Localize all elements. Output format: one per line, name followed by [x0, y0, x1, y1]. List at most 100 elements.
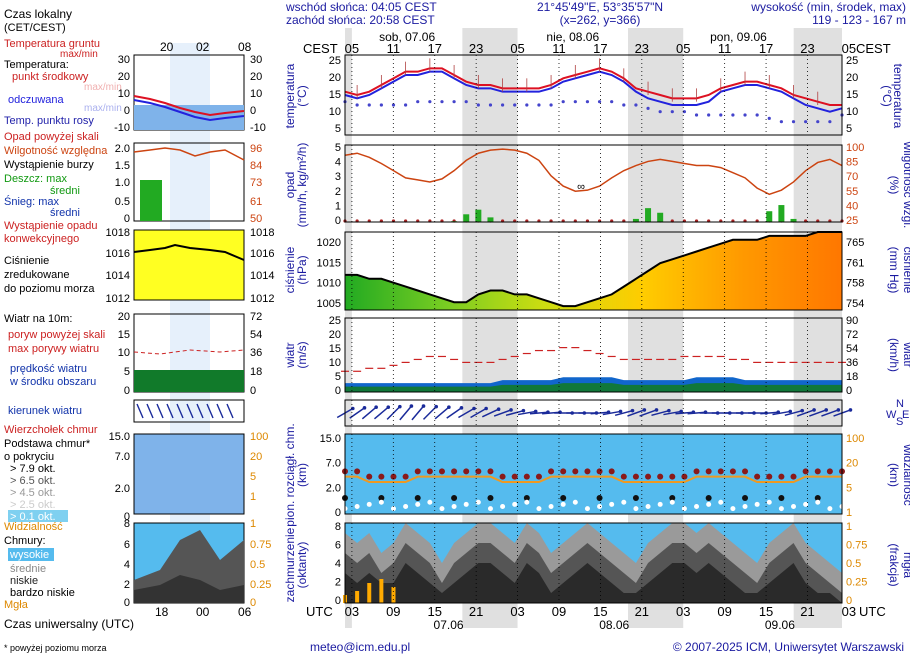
hour-utc-label: 21 — [800, 604, 814, 619]
cloud-base-dot — [378, 495, 385, 501]
cloud-base-low-dot — [742, 504, 748, 510]
legend-precip-conv-2: konwekcyjnego — [4, 233, 79, 245]
wind-arrow — [434, 406, 450, 420]
legend-prec-scale: 0 — [124, 213, 130, 225]
cb-tick: 15.0 — [320, 433, 341, 445]
legend-local-time: Czas lokalny — [4, 7, 72, 21]
temp-tick-r: 5 — [846, 123, 852, 135]
legend-hum-scale: 73 — [250, 177, 262, 189]
dew-point — [804, 120, 808, 124]
legend-pres-scale: 1014 — [106, 270, 130, 282]
wind-arrow — [361, 406, 377, 420]
legend-max-min-felt: max/min — [84, 103, 122, 114]
hour-local-label: 23 — [469, 41, 483, 56]
cb-tick: 2.0 — [326, 482, 341, 494]
fog-bar — [367, 583, 372, 603]
elevation-label: wysokość (min, środek, max) — [751, 0, 906, 14]
wind-tick: 5 — [335, 371, 341, 383]
humidity-line — [344, 148, 843, 196]
legend-ground-temp: Temperatura gruntu — [4, 38, 100, 50]
fog-tick: 0.5 — [846, 558, 861, 570]
label-wind-r: wiatr — [901, 341, 910, 367]
wind-arrow — [481, 408, 499, 418]
cloud-top-dot — [499, 473, 506, 480]
legend-prec-scale: 1.0 — [115, 177, 130, 189]
wind-tick-r: 0 — [846, 385, 852, 397]
pressure-area — [345, 232, 842, 310]
cloud-base-low-dot — [500, 504, 506, 510]
rain-bar — [475, 209, 482, 222]
compass-w: W — [886, 409, 897, 421]
legend-wind-speed-2: w środku obszaru — [9, 376, 96, 388]
cloud-top-dot — [426, 468, 433, 475]
dew-point — [731, 113, 735, 117]
cloud-top-dot — [475, 468, 482, 475]
wind-arrow-head — [679, 409, 683, 414]
cloud-base-low-dot — [694, 504, 700, 510]
cloud-top-dot — [463, 468, 470, 475]
label-cl-r2: (frakcja) — [887, 543, 901, 586]
hour-local-label: 05 — [510, 41, 524, 56]
legend-wind-speed: prędkość wiatru — [10, 363, 87, 375]
legend-vis-scale: 100 — [250, 431, 268, 443]
humidity-tick: 85 — [846, 157, 858, 169]
legend-temp-scale: -10 — [114, 122, 130, 134]
cloud-top-dot — [548, 468, 555, 475]
legend-fog-scale: 0 — [250, 597, 256, 609]
cloud-base-low-dot — [584, 506, 590, 512]
hour-utc-label: 21 — [635, 604, 649, 619]
axes: 2520151052520151055432101008570554025102… — [317, 30, 868, 632]
cloud-base-low-dot — [706, 501, 712, 507]
legend-temp-scale-r: 0 — [250, 105, 256, 117]
legend-felt-line — [133, 99, 245, 122]
legend-dew: Temp. punktu rosy — [4, 115, 94, 127]
wind-arrow — [505, 409, 524, 417]
day-label-top: pon, 09.06 — [710, 30, 767, 44]
dew-point — [488, 103, 493, 107]
dew-point — [500, 103, 505, 107]
legend-felt: odczuwana — [8, 94, 65, 106]
temp-tick: 20 — [329, 72, 341, 84]
cloud-base-low-dot — [475, 499, 481, 505]
wind-tick-r: 90 — [846, 315, 858, 327]
hour-local-label: 05 — [676, 41, 690, 56]
hour-local-label: 05 — [842, 41, 856, 56]
legend-local-tick: 08 — [238, 40, 252, 54]
temp-tick-r: 20 — [846, 72, 858, 84]
wind-arrow — [446, 407, 462, 419]
legend-temp-scale: 0 — [124, 105, 130, 117]
label-temp-l: temperatura — [283, 63, 297, 128]
wind-arrow-head — [386, 405, 391, 410]
fog-tick: 0 — [846, 595, 852, 607]
label-temp-r: temperatura — [891, 64, 905, 129]
footer-email[interactable]: meteo@icm.edu.pl — [310, 640, 411, 654]
legend-wind-arrow — [206, 403, 214, 419]
cloud-base-dot — [778, 495, 785, 501]
legend-pres-scale: 1018 — [106, 227, 130, 239]
cloud-top-dot — [378, 473, 385, 480]
wind-arrow — [517, 410, 536, 416]
cloud-base-low-dot — [390, 506, 396, 512]
wind-arrow-head — [496, 407, 501, 411]
wind-arrow — [458, 407, 475, 419]
legend-fog: Mgła — [4, 599, 29, 611]
visibility-line — [345, 475, 842, 483]
legend-wind-arrow — [166, 403, 174, 419]
fog-tick: 1 — [846, 521, 852, 533]
legend-cloud-base: Podstawa chmur* — [4, 438, 91, 450]
label-cl-r: mgła — [901, 552, 910, 578]
legend-pres-scale: 1016 — [106, 248, 130, 260]
legend-precip-above: Opad powyżej skali — [4, 131, 99, 143]
legend-cl-scale: 4 — [124, 559, 130, 571]
hour-utc-label: 03 — [842, 604, 856, 619]
legend-wind-scale-r: 36 — [250, 347, 262, 359]
temp-tick: 10 — [329, 106, 341, 118]
wind-arrow-head — [350, 406, 355, 411]
cloud-top-dot — [657, 473, 664, 480]
legend-high: wysokie — [9, 549, 49, 561]
pres-tick: 1015 — [317, 257, 341, 269]
cloud-top-dot — [414, 468, 421, 475]
wind-arrow — [590, 411, 609, 415]
pres-tick-r: 754 — [846, 298, 864, 310]
legend-wind-arrow — [176, 403, 184, 419]
